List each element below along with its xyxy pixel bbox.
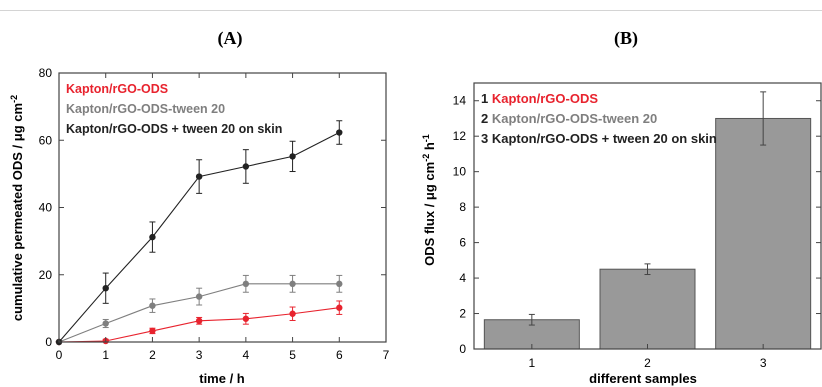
panel-b-x-axis-label: different samples (589, 371, 697, 386)
panel-a-y-tick-label: 60 (39, 133, 53, 147)
panel-b-legend-entry-1: 1 Kapton/rGO-ODS (481, 91, 598, 106)
panel-a-y-tick-label: 40 (39, 201, 53, 215)
panel-a-data-point (336, 129, 343, 136)
panel-a-legend: Kapton/rGO-ODS Kapton/rGO-ODS-tween 20 Kap… (66, 82, 282, 136)
panel-a-data-point (149, 233, 156, 241)
panel-b-y-axis-label-tail: h (422, 142, 437, 154)
panel-a: (A) 0 1 2 3 4 5 6 7 0 20 40 60 80 time / h cumulativ… (9, 28, 390, 386)
panel-a-data-point (195, 317, 203, 325)
panel-a-y-axis-label: cumulative permeated ODS / μg cm-2 (9, 95, 25, 321)
panel-a-y-tick-label: 80 (39, 66, 53, 80)
panel-a-x-tick-label: 0 (56, 348, 63, 362)
panel-b-y-tick-label: 12 (453, 129, 467, 143)
top-divider (0, 10, 822, 11)
panel-a-data-point (242, 315, 250, 322)
panel-a-x-tick-label: 2 (149, 348, 156, 362)
panel-a-y-tick-label: 0 (45, 335, 52, 349)
panel-a-x-tick-label: 1 (102, 348, 109, 362)
panel-b-bar-3 (715, 117, 812, 350)
panel-a-legend-entry-1: Kapton/rGO-ODS (66, 82, 168, 96)
panel-a-y-axis-label-main: cumulative permeated ODS / μg cm (10, 103, 25, 321)
panel-b-y-tick-label: 0 (459, 342, 466, 356)
panel-a-data-point (102, 285, 109, 292)
panel-a-data-point (336, 280, 343, 288)
panel-a-data-point (289, 153, 296, 160)
panel-a-x-tick-label: 3 (196, 348, 203, 362)
panel-a-data-point (102, 320, 109, 327)
panel-a-label: (A) (218, 28, 243, 49)
panel-b-x-tick-label: 3 (760, 356, 767, 370)
panel-b-legend-label: Kapton/rGO-ODS-tween 20 (492, 111, 657, 126)
panel-b-y-axis-label-sup2: -1 (421, 134, 431, 142)
panel-a-legend-entry-3: Kapton/rGO-ODS + tween 20 on skin (66, 122, 282, 136)
panel-b-legend-number: 2 (481, 111, 492, 126)
panel-a-y-tick-label: 20 (39, 268, 53, 282)
panel-b-y-axis-label-main: ODS flux / μg cm (422, 162, 437, 266)
panel-b-bar-2 (599, 268, 696, 350)
panel-b-y-tick-label: 4 (459, 271, 466, 285)
panel-b-legend-label: Kapton/rGO-ODS (492, 91, 598, 106)
panel-b-y-tick-label: 2 (459, 307, 466, 321)
panel-a-data-point (242, 280, 250, 288)
panel-b-legend-number: 3 (481, 131, 492, 146)
panel-b-legend-entry-3: 3 Kapton/rGO-ODS + tween 20 on skin (481, 131, 717, 146)
panel-a-x-axis-label: time / h (199, 371, 245, 386)
panel-a-data-point (195, 293, 203, 300)
panel-b-y-axis-label-sup1: -2 (421, 154, 431, 162)
panel-a-data-point (149, 327, 156, 335)
panel-a-x-tick-label: 4 (243, 348, 250, 362)
panel-b-y-axis-label: ODS flux / μg cm-2 h-1 (421, 134, 437, 266)
panel-b-x-tick-label: 1 (528, 356, 535, 370)
panel-a-data-point (336, 304, 343, 311)
panel-b-legend-label: Kapton/rGO-ODS + tween 20 on skin (492, 131, 717, 146)
panel-b-label: (B) (614, 28, 638, 49)
panel-b-y-tick-label: 8 (459, 200, 466, 214)
panel-a-x-tick-label: 6 (336, 348, 343, 362)
panel-b-y-tick-label: 6 (459, 236, 466, 250)
panel-a-legend-entry-2: Kapton/rGO-ODS-tween 20 (66, 102, 225, 116)
panel-a-x-tick-label: 7 (383, 348, 390, 362)
panel-a-y-axis-label-sup: -2 (9, 95, 19, 103)
panel-a-x-tick-label: 5 (289, 348, 296, 362)
panel-b-legend-entry-2: 2 Kapton/rGO-ODS-tween 20 (481, 111, 657, 126)
panel-a-data-point (289, 280, 296, 288)
panel-a-data-point (242, 163, 250, 170)
panel-a-data-point (289, 310, 296, 317)
panel-b-y-tick-label: 10 (453, 165, 467, 179)
panel-b-y-tick-label: 14 (453, 94, 467, 108)
panel-a-data-point (149, 302, 156, 309)
panel-a-data-point (195, 173, 203, 180)
panel-b-legend-number: 1 (481, 91, 492, 106)
panel-b-x-tick-label: 2 (644, 356, 651, 370)
